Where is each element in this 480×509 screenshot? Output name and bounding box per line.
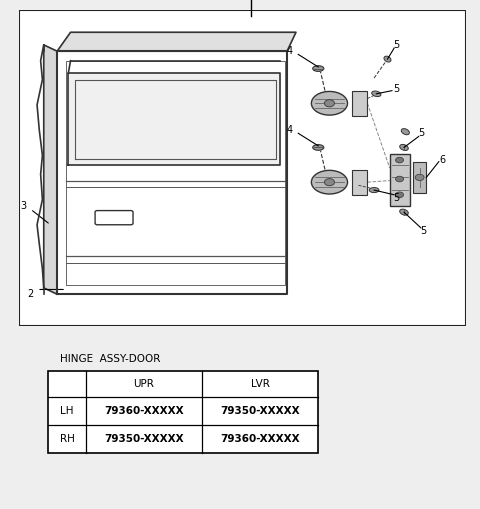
Text: 5: 5 bbox=[393, 193, 399, 203]
Text: 5: 5 bbox=[420, 226, 426, 236]
Text: 4: 4 bbox=[286, 125, 292, 135]
Text: RH: RH bbox=[60, 434, 74, 444]
Ellipse shape bbox=[384, 56, 391, 62]
Circle shape bbox=[396, 176, 404, 182]
Text: 6: 6 bbox=[439, 155, 445, 165]
Ellipse shape bbox=[312, 145, 324, 150]
Text: LVR: LVR bbox=[251, 379, 269, 389]
Circle shape bbox=[324, 179, 335, 186]
Circle shape bbox=[396, 157, 404, 163]
Ellipse shape bbox=[400, 145, 408, 151]
Bar bbox=[48, 371, 318, 453]
Text: 4: 4 bbox=[286, 46, 292, 56]
Ellipse shape bbox=[312, 66, 324, 71]
Ellipse shape bbox=[372, 91, 381, 97]
Polygon shape bbox=[352, 91, 367, 116]
Polygon shape bbox=[413, 162, 426, 193]
Polygon shape bbox=[390, 154, 410, 206]
Text: 79350-XXXXX: 79350-XXXXX bbox=[104, 434, 184, 444]
Polygon shape bbox=[44, 45, 57, 294]
Ellipse shape bbox=[312, 171, 348, 194]
FancyBboxPatch shape bbox=[95, 211, 133, 225]
Text: LH: LH bbox=[60, 406, 74, 416]
Text: 5: 5 bbox=[418, 128, 424, 138]
Polygon shape bbox=[57, 51, 287, 294]
Ellipse shape bbox=[400, 209, 408, 215]
Circle shape bbox=[415, 174, 424, 181]
Ellipse shape bbox=[312, 92, 348, 115]
Text: HINGE  ASSY-DOOR: HINGE ASSY-DOOR bbox=[60, 354, 160, 364]
Text: 79360-XXXXX: 79360-XXXXX bbox=[220, 434, 300, 444]
Polygon shape bbox=[68, 73, 280, 165]
Ellipse shape bbox=[369, 187, 379, 192]
Ellipse shape bbox=[401, 129, 409, 135]
Text: 5: 5 bbox=[393, 40, 399, 50]
Circle shape bbox=[396, 192, 404, 197]
Circle shape bbox=[324, 100, 335, 107]
Polygon shape bbox=[57, 32, 296, 51]
Text: UPR: UPR bbox=[133, 379, 155, 389]
Text: 2: 2 bbox=[27, 289, 34, 299]
Text: 3: 3 bbox=[21, 201, 27, 211]
Text: 5: 5 bbox=[393, 84, 399, 94]
Text: 79360-XXXXX: 79360-XXXXX bbox=[104, 406, 184, 416]
Text: 79350-XXXXX: 79350-XXXXX bbox=[220, 406, 300, 416]
Polygon shape bbox=[352, 169, 367, 195]
